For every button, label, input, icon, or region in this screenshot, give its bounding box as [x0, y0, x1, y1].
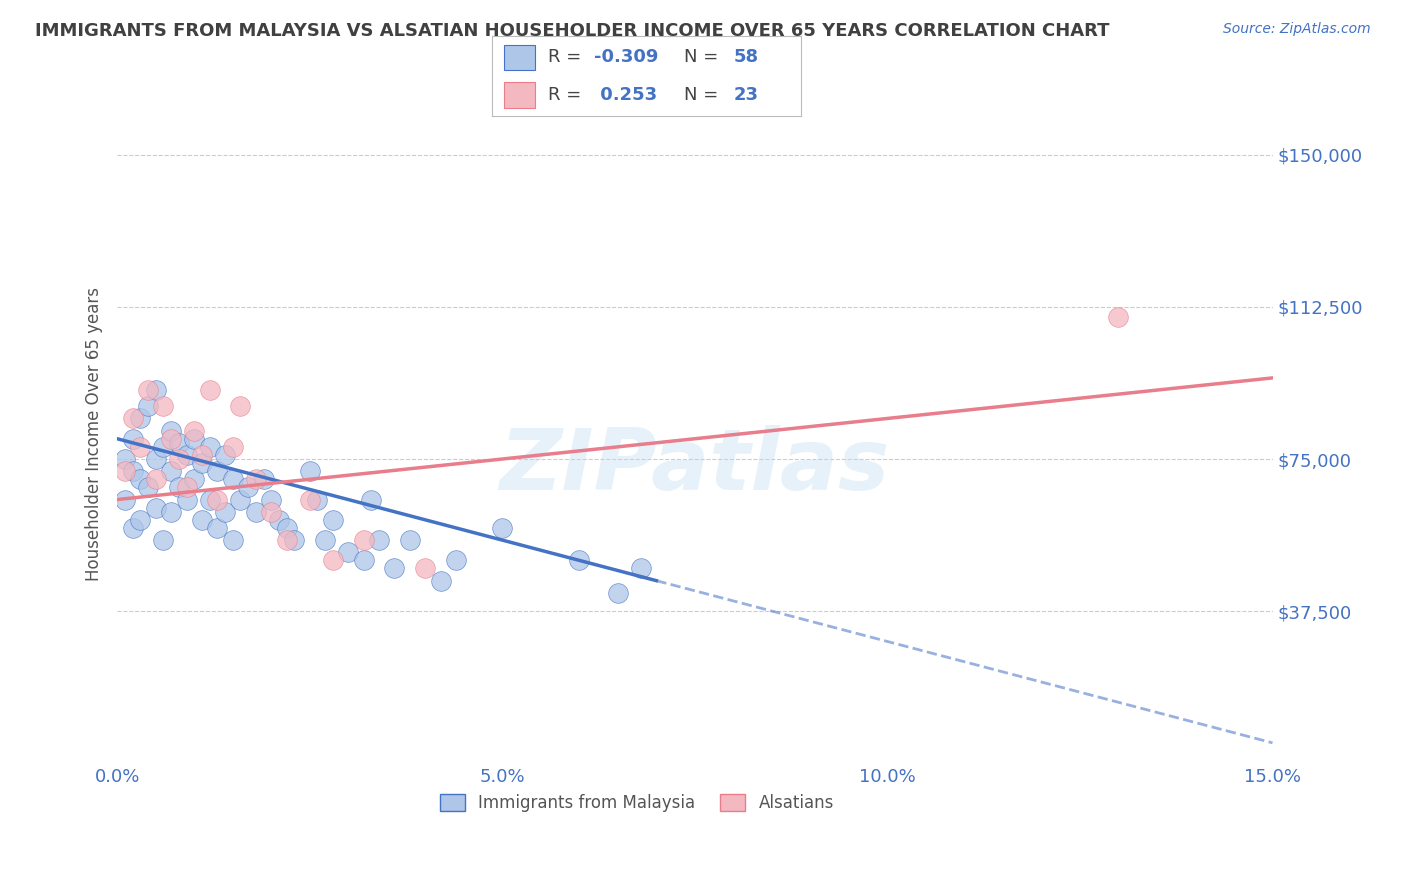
Point — [145, 500, 167, 515]
Text: Source: ZipAtlas.com: Source: ZipAtlas.com — [1223, 22, 1371, 37]
Point — [314, 533, 336, 548]
Point — [183, 424, 205, 438]
Point — [167, 480, 190, 494]
Point — [429, 574, 451, 588]
Point — [207, 492, 229, 507]
Point — [214, 505, 236, 519]
Point — [114, 452, 136, 467]
Point — [630, 561, 652, 575]
Point — [176, 480, 198, 494]
Point — [152, 440, 174, 454]
Text: -0.309: -0.309 — [595, 48, 658, 66]
Point — [198, 492, 221, 507]
Text: 0.253: 0.253 — [595, 87, 657, 104]
Point — [245, 472, 267, 486]
Point — [152, 399, 174, 413]
Point — [207, 521, 229, 535]
Point — [121, 411, 143, 425]
Point — [444, 553, 467, 567]
Point — [114, 492, 136, 507]
Point — [191, 456, 214, 470]
Point — [353, 553, 375, 567]
Point — [129, 440, 152, 454]
Point — [337, 545, 360, 559]
Text: R =: R = — [548, 48, 586, 66]
Point — [207, 464, 229, 478]
Point — [399, 533, 422, 548]
Point — [222, 440, 245, 454]
Point — [252, 472, 274, 486]
Point — [368, 533, 391, 548]
Y-axis label: Householder Income Over 65 years: Householder Income Over 65 years — [86, 286, 103, 581]
FancyBboxPatch shape — [505, 45, 536, 70]
Point — [491, 521, 513, 535]
Text: 58: 58 — [734, 48, 758, 66]
Text: R =: R = — [548, 87, 586, 104]
Point — [1108, 310, 1130, 324]
Point — [198, 440, 221, 454]
Point — [160, 424, 183, 438]
Point — [129, 472, 152, 486]
Point — [568, 553, 591, 567]
Point — [245, 505, 267, 519]
Point — [183, 432, 205, 446]
Point — [145, 452, 167, 467]
Point — [606, 586, 628, 600]
Point — [384, 561, 406, 575]
Text: 23: 23 — [734, 87, 758, 104]
Point — [229, 399, 252, 413]
Text: N =: N = — [683, 87, 724, 104]
Point — [129, 411, 152, 425]
Point — [413, 561, 436, 575]
Point — [198, 383, 221, 397]
Point — [136, 383, 159, 397]
Point — [353, 533, 375, 548]
Point — [167, 435, 190, 450]
Point — [298, 464, 321, 478]
Point — [136, 399, 159, 413]
Point — [276, 521, 298, 535]
Point — [160, 505, 183, 519]
Point — [167, 452, 190, 467]
Point — [322, 513, 344, 527]
Point — [260, 505, 283, 519]
Point — [191, 513, 214, 527]
Point — [322, 553, 344, 567]
Legend: Immigrants from Malaysia, Alsatians: Immigrants from Malaysia, Alsatians — [432, 786, 842, 821]
Point — [307, 492, 329, 507]
Point — [298, 492, 321, 507]
Text: ZIPatlas: ZIPatlas — [499, 425, 890, 508]
FancyBboxPatch shape — [505, 82, 536, 108]
Text: IMMIGRANTS FROM MALAYSIA VS ALSATIAN HOUSEHOLDER INCOME OVER 65 YEARS CORRELATIO: IMMIGRANTS FROM MALAYSIA VS ALSATIAN HOU… — [35, 22, 1109, 40]
Point — [136, 480, 159, 494]
Point — [121, 464, 143, 478]
Point — [121, 521, 143, 535]
Point — [214, 448, 236, 462]
Point — [152, 533, 174, 548]
Point — [260, 492, 283, 507]
Point — [160, 464, 183, 478]
Point — [183, 472, 205, 486]
Point — [276, 533, 298, 548]
Point — [114, 464, 136, 478]
Point — [283, 533, 305, 548]
Point — [160, 432, 183, 446]
Point — [229, 492, 252, 507]
Point — [222, 533, 245, 548]
Text: N =: N = — [683, 48, 724, 66]
Point — [360, 492, 382, 507]
Point — [236, 480, 259, 494]
Point — [222, 472, 245, 486]
Point — [145, 472, 167, 486]
Point — [176, 448, 198, 462]
Point — [176, 492, 198, 507]
Point — [121, 432, 143, 446]
Point — [191, 448, 214, 462]
Point — [129, 513, 152, 527]
Point — [267, 513, 290, 527]
Point — [145, 383, 167, 397]
